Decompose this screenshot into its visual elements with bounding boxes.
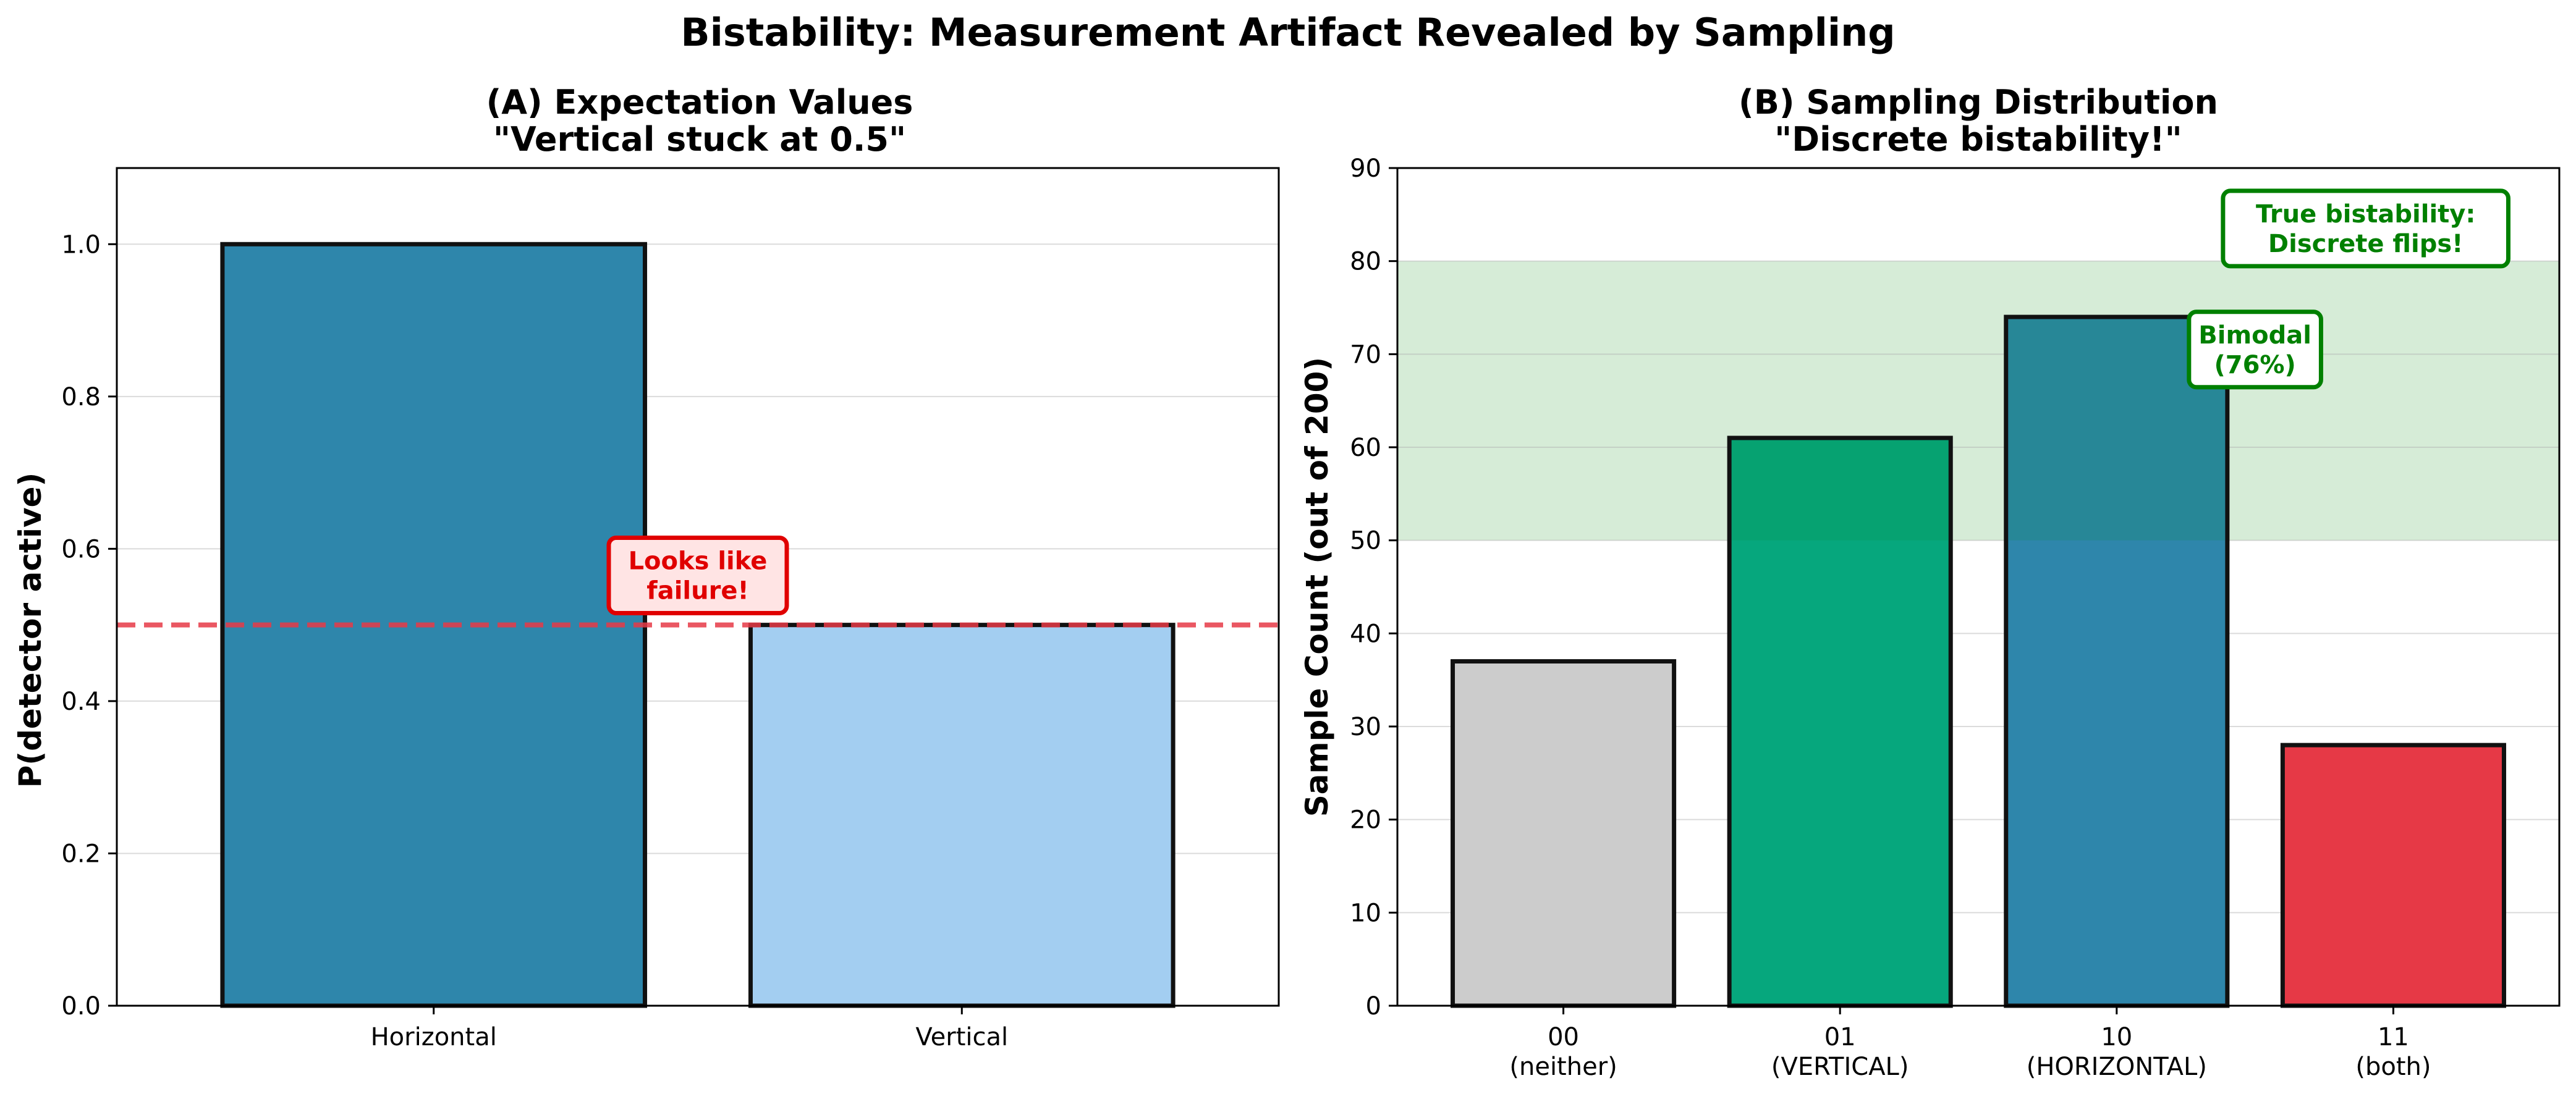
x-tick-code-3: 11 — [2378, 1023, 2409, 1051]
chart-b-highlight-band — [1397, 261, 2559, 541]
chart-a-subtitle: "Vertical stuck at 0.5" — [493, 120, 906, 159]
y-tick-label-6: 60 — [1350, 434, 1381, 462]
y-tick-label-3: 30 — [1350, 713, 1381, 741]
annotation-line-0-1: failure! — [646, 577, 748, 605]
chart-a-title: (A) Expectation Values — [486, 83, 913, 122]
chart-a-ylabel: P(detector active) — [12, 473, 48, 788]
y-tick-label-4: 0.8 — [61, 383, 101, 411]
chart-b-y-axis: 0 10 20 30 40 50 60 70 80 90 — [1350, 154, 1397, 1021]
x-tick-label-0: Horizontal — [371, 1023, 497, 1051]
bar-3 — [2280, 743, 2506, 1008]
y-tick-label-0: 0 — [1366, 992, 1381, 1021]
x-tick-code-1: 01 — [1824, 1023, 1856, 1051]
bar-1 — [748, 623, 1176, 1008]
bar-0 — [1451, 659, 1677, 1008]
chart-b-frame — [1396, 167, 2561, 1007]
chart-panel-a: (A) Expectation Values "Vertical stuck a… — [12, 83, 1280, 1051]
annotation-box-1 — [2187, 309, 2323, 390]
y-tick-label-0: 0.0 — [61, 992, 101, 1021]
y-tick-label-2: 20 — [1350, 806, 1381, 835]
annotation-line-1-1: (76%) — [2214, 351, 2295, 379]
annotation-line-1-0: Bimodal — [2198, 321, 2311, 350]
y-tick-label-7: 70 — [1350, 340, 1381, 369]
x-tick-code-2: 10 — [2101, 1023, 2132, 1051]
y-tick-label-1: 0.2 — [61, 840, 101, 868]
annotation-box-0 — [2221, 188, 2510, 269]
y-tick-label-4: 40 — [1350, 620, 1381, 648]
bar-band-tint-1 — [1732, 440, 1949, 541]
highlight-band-rect — [1397, 261, 2559, 541]
y-tick-label-3: 0.6 — [61, 535, 101, 563]
annotation-line-0-0: True bistability: — [2256, 200, 2475, 229]
x-tick-sublabel-1: (VERTICAL) — [1771, 1053, 1909, 1081]
x-tick-sublabel-3: (both) — [2355, 1053, 2431, 1081]
chart-b-subtitle: "Discrete bistability!" — [1774, 120, 2182, 159]
chart-b-ylabel: Sample Count (out of 200) — [1299, 357, 1335, 817]
x-tick-code-0: 00 — [1548, 1023, 1579, 1051]
annotation-1: Bimodal(76%) — [2187, 309, 2323, 390]
chart-a-x-axis: Horizontal Vertical — [371, 1006, 1008, 1051]
chart-b-annotations: True bistability:Discrete flips! Bimodal(… — [2187, 188, 2510, 390]
chart-b-bars — [1451, 314, 2506, 1008]
x-tick-label-1: Vertical — [915, 1023, 1008, 1051]
y-tick-label-9: 90 — [1350, 154, 1381, 183]
y-tick-label-2: 0.4 — [61, 688, 101, 716]
annotation-box-0 — [606, 536, 789, 616]
x-tick-sublabel-2: (HORIZONTAL) — [2027, 1053, 2207, 1081]
y-tick-label-8: 80 — [1350, 248, 1381, 276]
y-tick-label-5: 50 — [1350, 527, 1381, 555]
chart-panel-b: (B) Sampling Distribution "Discrete bist… — [1299, 83, 2561, 1081]
y-tick-label-5: 1.0 — [61, 230, 101, 259]
y-tick-label-1: 10 — [1350, 899, 1381, 927]
annotation-line-0-1: Discrete flips! — [2268, 230, 2464, 258]
annotation-0: True bistability:Discrete flips! — [2221, 188, 2510, 269]
chart-a-y-axis: 0.0 0.2 0.4 0.6 0.8 1.0 — [61, 230, 117, 1021]
chart-b-title: (B) Sampling Distribution — [1739, 83, 2218, 122]
x-tick-sublabel-0: (neither) — [1509, 1053, 1617, 1081]
chart-b-x-axis: 00(neither) 01(VERTICAL) 10(HORIZONTAL) 11(… — [1509, 1006, 2431, 1081]
annotation-line-0-0: Looks like — [629, 547, 768, 576]
chart-a-frame — [116, 167, 1280, 1007]
figure-title: Bistability: Measurement Artifact Reveal… — [680, 10, 1895, 55]
bar-1 — [1727, 436, 1953, 1008]
